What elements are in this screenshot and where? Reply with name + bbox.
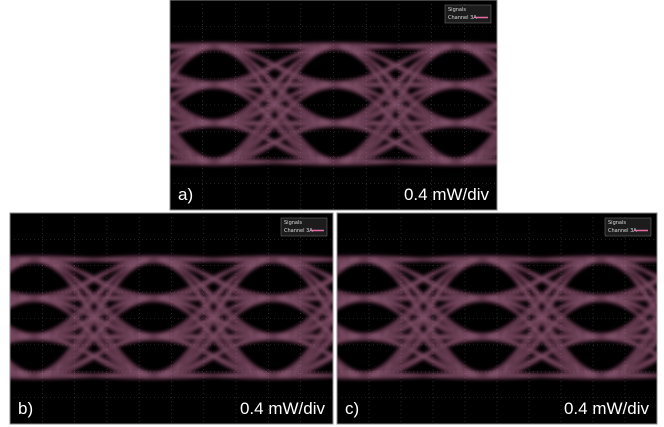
legend-box — [444, 4, 492, 24]
eye-traces-core — [337, 256, 657, 378]
eye-traces-core — [170, 43, 497, 165]
scope-panel: Signals Channel 3A c) 0.4 mW/div — [336, 212, 658, 425]
eye-diagram — [337, 254, 657, 380]
legend-entry: Channel 3A — [448, 15, 477, 21]
eye-traces-core — [10, 256, 333, 378]
panel-label: b) — [18, 399, 33, 418]
legend-box — [280, 217, 328, 237]
scale-label: 0.4 mW/div — [240, 399, 326, 418]
scale-label: 0.4 mW/div — [404, 185, 490, 204]
panel-label: c) — [345, 399, 359, 418]
legend-title: Signals — [448, 7, 466, 13]
scope-panel: Signals Channel 3A a) 0.4 mW/div — [169, 0, 498, 211]
legend-entry: Channel 3A — [284, 228, 313, 234]
screen — [9, 212, 334, 425]
legend-box — [604, 217, 652, 237]
scale-label: 0.4 mW/div — [564, 399, 650, 418]
legend: Signals Channel 3A — [444, 4, 492, 24]
legend: Signals Channel 3A — [280, 217, 328, 237]
legend-title: Signals — [284, 220, 302, 226]
legend: Signals Channel 3A — [604, 217, 652, 237]
eye-diagram — [170, 41, 497, 167]
panel-label: a) — [178, 185, 193, 204]
legend-entry: Channel 3A — [608, 228, 637, 234]
scope-panel: Signals Channel 3A b) 0.4 mW/div — [9, 212, 334, 425]
eye-diagram — [10, 254, 333, 380]
legend-title: Signals — [608, 220, 626, 226]
